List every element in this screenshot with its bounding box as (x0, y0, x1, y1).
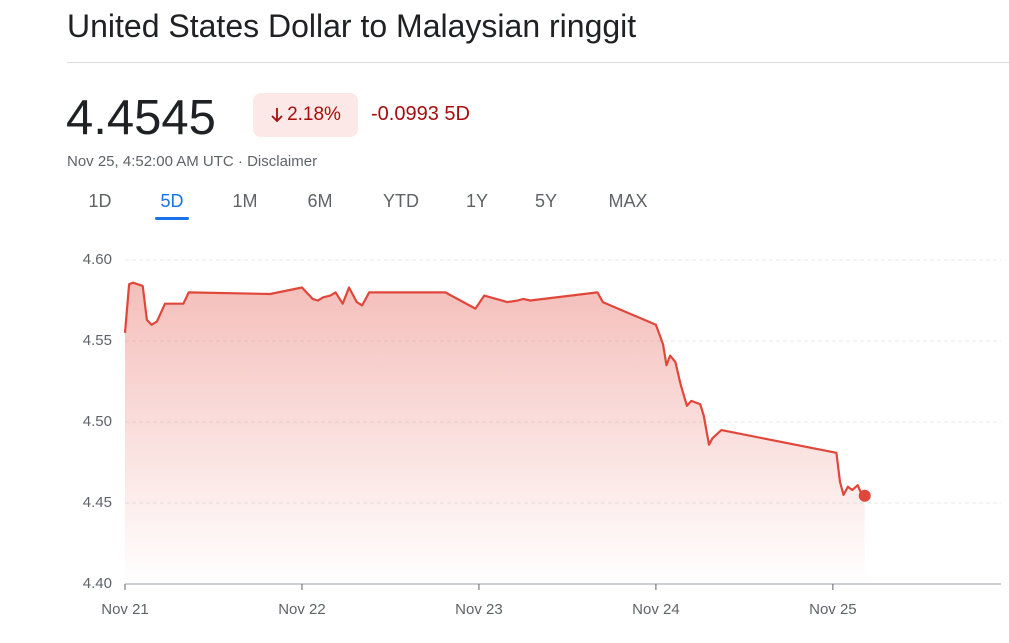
change-percent: 2.18% (287, 104, 341, 125)
last-point (858, 489, 871, 502)
change-badge: 2.18% (253, 93, 358, 137)
range-tab[interactable]: 1D (88, 191, 112, 211)
x-tick-label: Nov 21 (101, 601, 149, 618)
range-tab[interactable]: 5Y (534, 191, 558, 211)
range-tab[interactable]: 5D (160, 191, 184, 211)
y-tick-label: 4.50 (83, 413, 112, 430)
title: United States Dollar to Malaysian ringgi… (67, 8, 637, 44)
change: -0.0993 5D (371, 103, 470, 125)
y-tick-label: 4.45 (83, 494, 112, 511)
price: 4.4545 (66, 91, 216, 145)
y-tick-label: 4.40 (83, 575, 112, 592)
active-tab-indicator (155, 217, 189, 220)
area (125, 282, 865, 584)
range-tab[interactable]: YTD (383, 191, 419, 211)
range-tab[interactable]: 1M (232, 191, 258, 211)
divider (67, 62, 1009, 63)
y-tick-label: 4.55 (83, 332, 112, 349)
range-tab[interactable]: 6M (307, 191, 333, 211)
x-tick-label: Nov 23 (455, 601, 503, 618)
price-line (123, 281, 866, 497)
disclaimer[interactable]: Disclaimer (247, 153, 318, 170)
range-tab[interactable]: MAX (608, 191, 648, 211)
timestamp: Nov 25, 4:52:00 AM UTC (67, 153, 234, 170)
x-tick-label: Nov 25 (809, 601, 857, 618)
y-tick-label: 4.60 (83, 251, 112, 268)
timestamp-line: Nov 25, 4:52:00 AM UTC · Disclaimer (67, 153, 318, 170)
range-tab[interactable]: 1Y (465, 191, 489, 211)
x-tick-label: Nov 22 (278, 601, 326, 618)
down-arrow (271, 108, 283, 123)
x-tick-label: Nov 24 (632, 601, 680, 618)
